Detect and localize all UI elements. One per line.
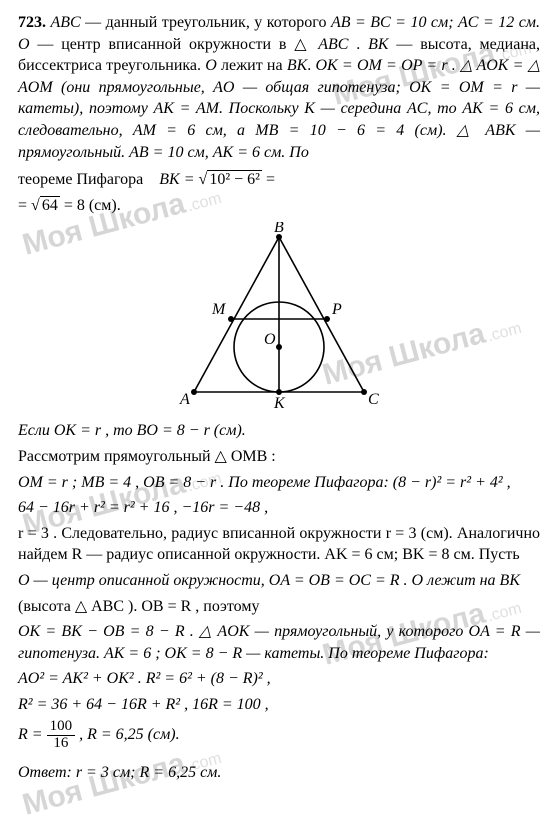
- txt: =: [18, 197, 31, 214]
- txt: Рассмотрим прямоугольный △ OMB :: [18, 448, 276, 465]
- txt: (высота △ ABC ). OB = R , поэтому: [18, 598, 260, 615]
- paragraph-8: OM = r ; MB = 4 , OB = 8 − r . По теорем…: [18, 472, 540, 494]
- paragraph-11: O — центр описанной окружности, OA = OB …: [18, 570, 540, 592]
- txt: O: [205, 57, 217, 74]
- paragraph-12: (высота △ ABC ). OB = R , поэтому: [18, 596, 540, 618]
- page: Моя Школа.com Моя Школа.com Моя Школа.co…: [0, 0, 558, 837]
- paragraph-9: 64 − 16r + r² = r² + 16 , −16r = −48 ,: [18, 497, 540, 519]
- label-A: A: [179, 391, 190, 408]
- paragraph-1: 723. ABC — данный треугольник, у которог…: [18, 12, 540, 163]
- label-O: O: [264, 331, 276, 348]
- point-O: [276, 344, 282, 350]
- answer-value: r = 3 см; R = 6,25 см.: [76, 764, 222, 781]
- txt: R² = 36 + 64 − 16R + R² , 16R = 100 ,: [18, 696, 269, 713]
- label-B: B: [274, 222, 284, 236]
- txt: BK: [287, 57, 307, 74]
- solution-body: 723. ABC — данный треугольник, у которог…: [18, 12, 540, 784]
- txt: — центр вписанной окружности в △: [30, 36, 319, 53]
- fraction-num: 100: [47, 719, 76, 736]
- fraction: 100 16: [47, 719, 76, 752]
- paragraph-10: r = 3 . Следовательно, радиус вписанной …: [18, 523, 540, 566]
- txt: теореме Пифагора: [18, 171, 147, 188]
- point-A: [191, 389, 197, 395]
- sqrt-expr: √10² − 6²: [199, 169, 262, 191]
- txt: = 8 (см).: [64, 197, 121, 214]
- txt: , R = 6,25 (см).: [79, 726, 180, 743]
- label-P: P: [331, 301, 342, 318]
- label-K: K: [273, 395, 286, 412]
- txt: O: [18, 36, 30, 53]
- problem-number: 723.: [18, 14, 46, 31]
- txt: .: [348, 36, 368, 53]
- txt: OM = r ; MB = 4 , OB = 8 − r . По теорем…: [18, 474, 511, 491]
- sqrt-radicand: 64: [40, 196, 60, 214]
- txt: R =: [18, 726, 47, 743]
- paragraph-6: Если OK = r , то BO = 8 − r (см).: [18, 420, 540, 442]
- label-M: M: [211, 301, 227, 318]
- txt: лежит на: [217, 57, 287, 74]
- txt: ABC: [50, 14, 80, 31]
- paragraph-15: R² = 36 + 64 − 16R + R² , 16R = 100 ,: [18, 694, 540, 716]
- txt: BK: [368, 36, 388, 53]
- txt: O — центр описанной окружности, OA = OB …: [18, 572, 520, 589]
- txt: Если OK = r , то BO = 8 − r (см).: [18, 422, 246, 439]
- paragraph-7: Рассмотрим прямоугольный △ OMB :: [18, 446, 540, 468]
- fraction-den: 16: [47, 736, 76, 752]
- paragraph-16: R = 100 16 , R = 6,25 (см).: [18, 719, 540, 752]
- triangle-diagram: A B C K O M P: [174, 222, 384, 412]
- txt: — данный треугольник, у которого: [81, 14, 331, 31]
- txt: =: [266, 171, 275, 188]
- txt: BK =: [159, 171, 198, 188]
- txt: 64 − 16r + r² = r² + 16 , −16r = −48 ,: [18, 499, 268, 516]
- answer-label: Ответ:: [18, 764, 72, 781]
- txt: ABC: [318, 36, 348, 53]
- txt: OK = BK − OB = 8 − R . △ AOK — прямоугол…: [18, 623, 540, 662]
- paragraph-pyth2: = √64 = 8 (см).: [18, 195, 540, 217]
- point-C: [361, 389, 367, 395]
- point-P: [324, 316, 330, 322]
- paragraph-13: OK = BK − OB = 8 − R . △ AOK — прямоугол…: [18, 621, 540, 664]
- sqrt-expr: √64: [31, 195, 60, 217]
- txt: r = 3 . Следовательно, радиус вписанной …: [18, 525, 540, 564]
- txt: AO² = AK² + OK² . R² = 6² + (8 − R)² ,: [18, 670, 271, 687]
- label-C: C: [368, 391, 379, 408]
- txt: AB = BC = 10 см; AC = 12 см.: [331, 14, 540, 31]
- answer-line: Ответ: r = 3 см; R = 6,25 см.: [18, 762, 540, 784]
- txt: .: [307, 57, 311, 74]
- paragraph-14: AO² = AK² + OK² . R² = 6² + (8 − R)² ,: [18, 668, 540, 690]
- sqrt-radicand: 10² − 6²: [207, 170, 262, 188]
- paragraph-pyth: теореме Пифагора BK = √10² − 6² =: [18, 169, 540, 191]
- point-M: [228, 316, 234, 322]
